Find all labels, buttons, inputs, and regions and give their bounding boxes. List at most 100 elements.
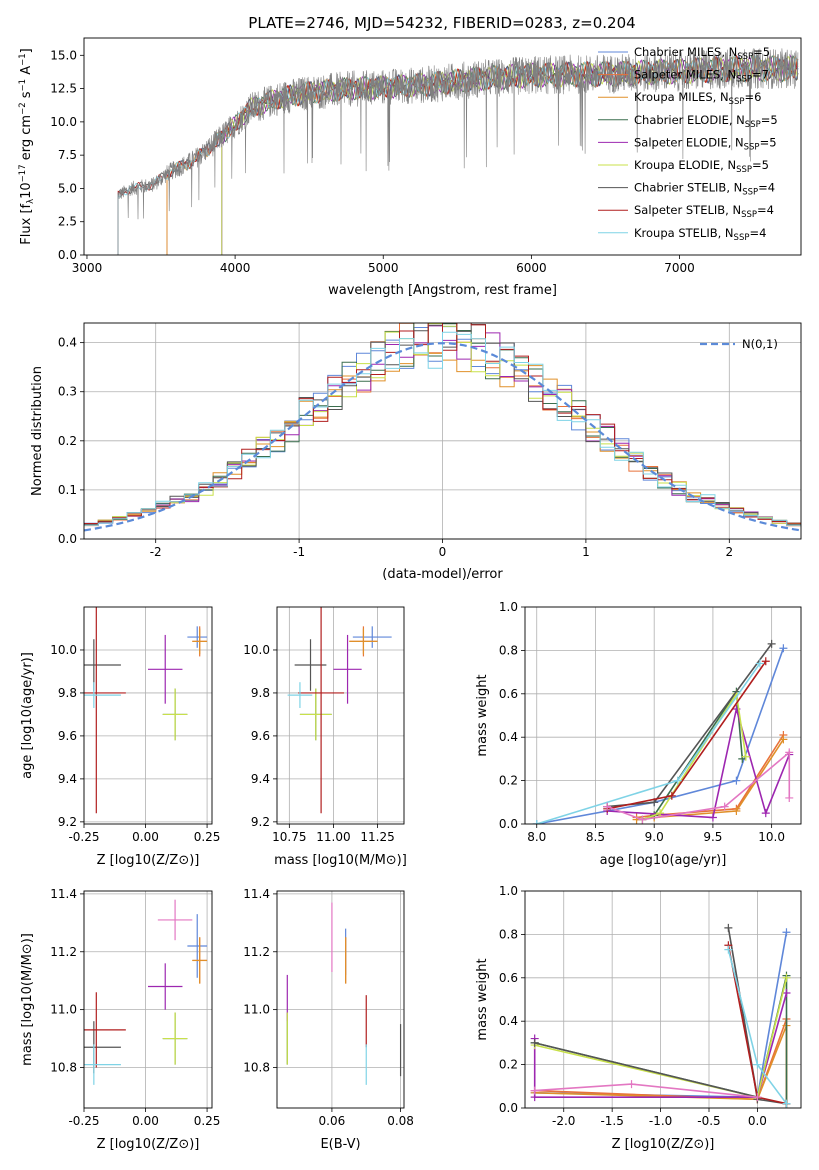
tick-label-x: -1: [293, 545, 305, 559]
weight-line: [606, 750, 791, 821]
panel-age_vs_Z: -0.25 0.00 0.25 9.2 9.4 9.6 9.8 10.0 Z [log10(Z/…: [20, 606, 220, 868]
tick-label-x: 0.25: [194, 1114, 221, 1128]
tick-label-y: 0.2: [499, 1058, 518, 1072]
tick-label-y: 9.8: [58, 686, 77, 700]
tick-label-y: 0.8: [499, 643, 518, 657]
tick-label-y: 11.2: [243, 945, 270, 959]
tick-label-x: 5000: [368, 261, 399, 275]
tick-label-y: 0.8: [499, 927, 518, 941]
tick-label-x: 0.00: [132, 830, 159, 844]
x-axis-label: E(B-V): [320, 1137, 360, 1152]
legend-label: Kroupa STELIB, NSSP=4: [634, 226, 766, 243]
tick-label-y: 0.6: [499, 971, 518, 985]
weight-marker: [724, 945, 733, 954]
tick-label-x: -1.5: [600, 1114, 623, 1128]
tick-label-y: 0.2: [499, 774, 518, 788]
normal-reference-curve: [83, 342, 802, 532]
legend-label: Salpeter ELODIE, NSSP=5: [634, 135, 777, 152]
weight-marker: [638, 815, 647, 824]
tick-label-y: 12.5: [50, 82, 77, 96]
tick-label-y: 11.0: [243, 1003, 270, 1017]
tick-label-y: 5.0: [58, 181, 77, 195]
tick-label-y: 9.4: [58, 772, 77, 786]
panel-mass_vs_ebv: 0.06 0.08 10.8 11.0 11.2 11.4 E(B-V): [243, 887, 414, 1152]
weight-marker: [627, 1080, 636, 1089]
weight-marker: [724, 923, 733, 932]
tick-label-y: 9.6: [58, 729, 77, 743]
weight-marker: [755, 659, 764, 668]
weight-marker: [532, 820, 541, 824]
axes-frame: [524, 890, 802, 1109]
weight-marker: [761, 809, 770, 818]
weight-marker: [767, 639, 776, 648]
tick-label-y: 0.4: [499, 730, 518, 744]
axes-frame: [83, 606, 213, 825]
tick-label-x: 0.08: [387, 1114, 414, 1128]
tick-label-x: -2.0: [552, 1114, 575, 1128]
weight-marker: [656, 809, 665, 818]
weight-marker: [530, 1038, 539, 1047]
weight-marker: [782, 988, 791, 997]
weight-marker: [753, 1060, 762, 1069]
tick-label-x: 9.5: [703, 830, 722, 844]
tick-label-y: 0.6: [499, 687, 518, 701]
weight-marker: [785, 793, 794, 802]
tick-label-y: 7.5: [58, 148, 77, 162]
weight-marker: [732, 806, 741, 815]
weight-line: [607, 708, 791, 819]
tick-label-y: 9.2: [58, 815, 77, 829]
tick-label-x: 6000: [516, 261, 547, 275]
legend-label: Salpeter STELIB, NSSP=4: [634, 203, 774, 220]
tick-label-y: 1.0: [499, 884, 518, 898]
tick-label-x: -0.25: [68, 830, 99, 844]
weight-marker: [708, 813, 717, 822]
tick-label-y: 11.4: [50, 887, 77, 901]
weight-marker: [782, 928, 791, 937]
tick-label-x: 3000: [72, 261, 103, 275]
tick-label-x: 0.0: [748, 1114, 767, 1128]
legend-label: Salpeter MILES, NSSP=7: [634, 68, 769, 85]
tick-label-y: 11.4: [243, 887, 270, 901]
model-spectrum-line: [117, 55, 799, 255]
weight-marker: [732, 776, 741, 785]
tick-label-x: 2: [725, 545, 733, 559]
panel-mass_vs_Z: -0.25 0.00 0.25 10.8 11.0 11.2 11.4 Z [log10(Z/…: [20, 887, 220, 1152]
tick-label-x: -0.5: [697, 1114, 720, 1128]
axes-frame: [276, 606, 405, 825]
tick-label-y: 9.6: [251, 729, 270, 743]
tick-label-y: 10.8: [50, 1060, 77, 1074]
weight-line: [642, 691, 747, 821]
tick-label-y: 15.0: [50, 48, 77, 62]
tick-label-x: 0.00: [132, 1114, 159, 1128]
weight-marker: [753, 1093, 762, 1102]
legend-label: Chabrier STELIB, NSSP=4: [634, 181, 775, 198]
weight-marker: [603, 802, 612, 811]
tick-label-y: 10.0: [243, 643, 270, 657]
y-axis-label: Normed distribution: [30, 366, 45, 496]
legend-label: Kroupa MILES, NSSP=6: [634, 90, 761, 107]
weight-marker: [673, 776, 682, 785]
tick-label-y: 0.4: [499, 1014, 518, 1028]
tick-label-x: -2: [150, 545, 162, 559]
tick-label-x: 11.25: [360, 830, 394, 844]
axes-frame: [276, 890, 405, 1109]
legend-label: N(0,1): [742, 337, 778, 351]
panel-weight_vs_Z: -2.0 -1.5 -1.0 -0.5 0.0 0.0 0.2 0.4 0.6 0.8 1.0 Z […: [475, 884, 802, 1152]
axes-frame: [83, 890, 213, 1109]
weight-marker: [667, 791, 676, 800]
y-axis-label: mass weight: [475, 674, 490, 756]
tick-label-x: -1.0: [649, 1114, 672, 1128]
weight-marker: [761, 657, 770, 666]
weight-marker: [720, 802, 729, 811]
legend-label: Chabrier MILES, NSSP=5: [634, 45, 770, 62]
axes-frame: [83, 37, 802, 256]
tick-label-x: 1: [582, 545, 590, 559]
weight-marker: [741, 752, 750, 761]
legend-label: Kroupa ELODIE, NSSP=5: [634, 158, 769, 175]
panel-age_vs_mass: 10.75 11.00 11.25 9.2 9.4 9.6 9.8 10.0 mass [log…: [243, 606, 407, 868]
tick-label-y: 2.5: [58, 215, 77, 229]
tick-label-x: 8.5: [586, 830, 605, 844]
tick-label-y: 0.0: [58, 532, 77, 546]
panel-residuals: -2 -1 0 1 2 0.0 0.1 0.2 0.3 0.4 N(0,1) (data-model)…: [30, 322, 802, 582]
tick-label-y: 0.4: [58, 336, 77, 350]
